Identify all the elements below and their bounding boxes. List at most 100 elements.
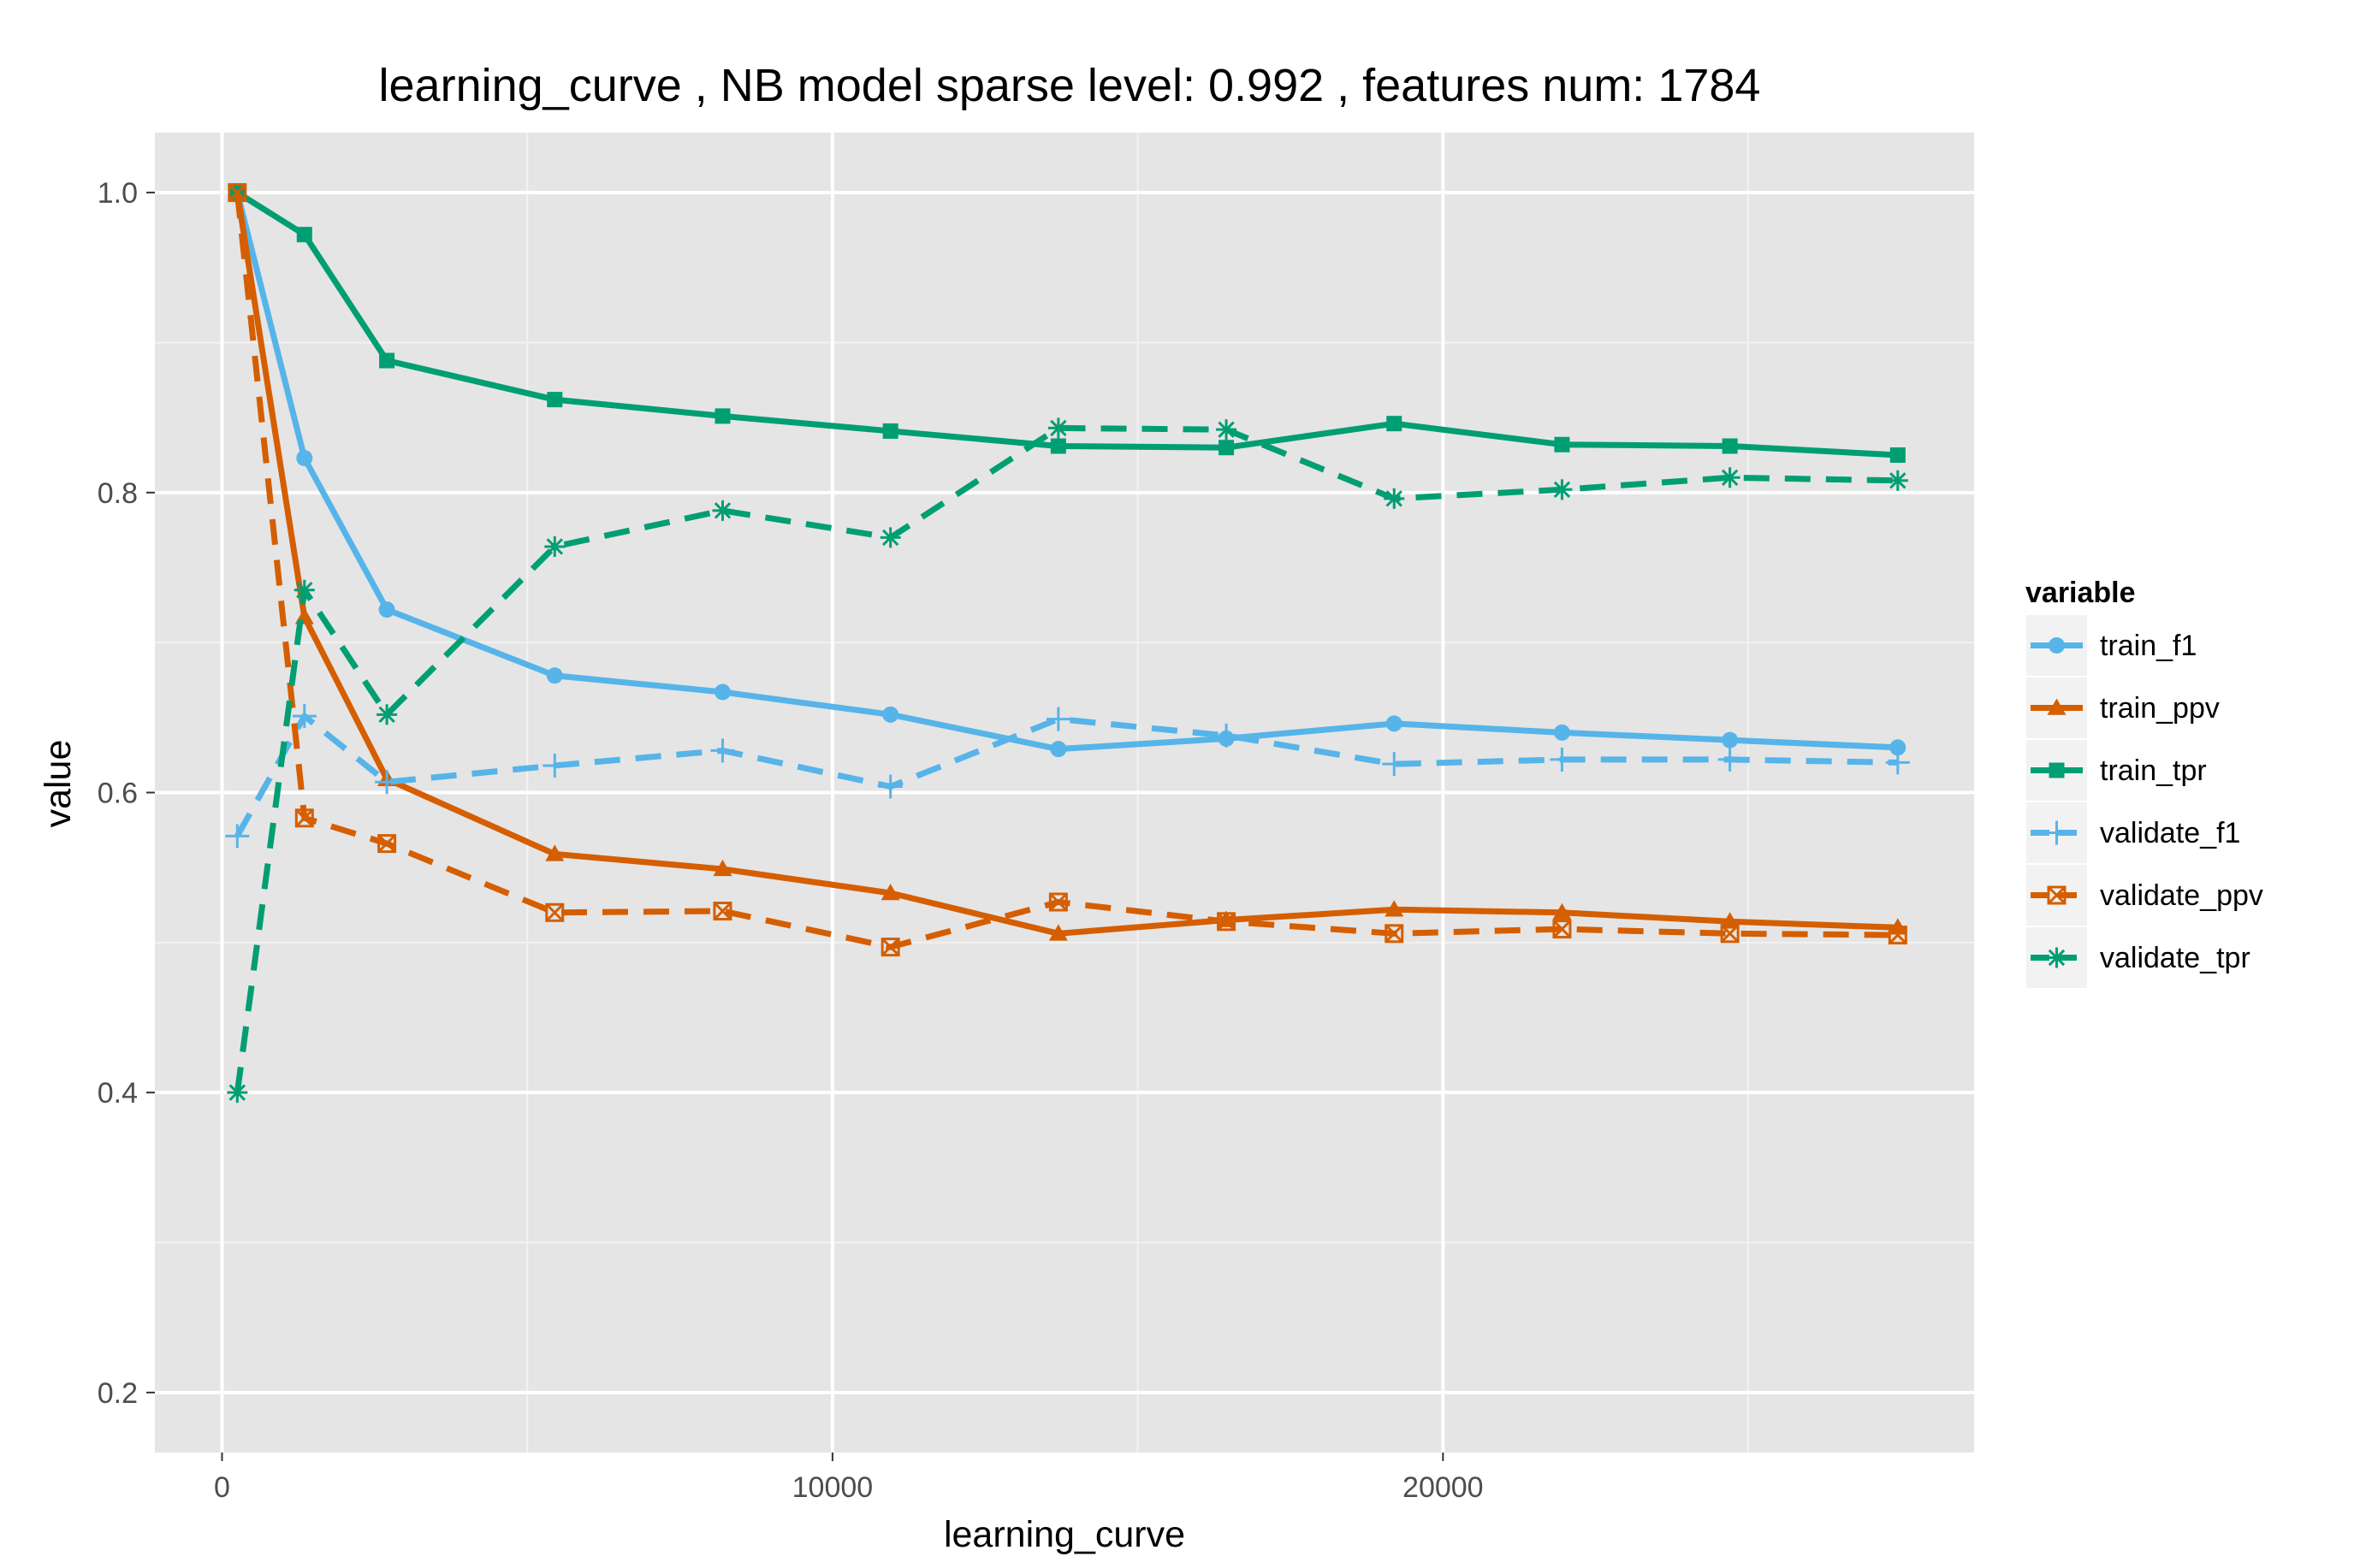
data-point-validate_ppv <box>1888 926 1907 945</box>
series-line-train_tpr <box>235 190 1899 459</box>
series-validate_ppv <box>228 183 1907 957</box>
legend-items: train_f1 train_ppv train_tpr validate_f1val… <box>2025 613 2263 990</box>
data-point-train_tpr <box>1219 440 1235 456</box>
legend-label: train_f1 <box>2100 630 2197 662</box>
data-point-train_tpr <box>1554 436 1570 453</box>
chart-title: learning_curve , NB model sparse level: … <box>379 60 1761 111</box>
legend-item-train_ppv: train_ppv <box>2025 676 2220 740</box>
data-point-validate_ppv <box>1720 924 1740 944</box>
data-point-train_tpr <box>1386 416 1402 432</box>
y-tick-label: 0.6 <box>98 778 138 810</box>
legend-key-marker <box>2044 820 2069 845</box>
data-point-validate_f1 <box>225 824 250 849</box>
data-point-validate_ppv <box>713 902 732 921</box>
series-line-validate_ppv <box>234 192 1898 950</box>
legend-label: validate_tpr <box>2100 942 2250 974</box>
y-axis-title: value <box>38 740 79 828</box>
data-point-validate_tpr <box>1887 470 1908 491</box>
data-point-validate_ppv <box>1217 912 1236 932</box>
data-point-validate_f1 <box>1885 750 1910 775</box>
data-point-train_f1 <box>882 706 899 723</box>
data-point-validate_tpr <box>1384 488 1405 509</box>
data-point-train_f1 <box>1553 724 1570 741</box>
data-point-validate_ppv <box>545 902 565 922</box>
data-point-validate_ppv <box>228 183 247 203</box>
legend-item-validate_ppv: validate_ppv <box>2025 863 2263 927</box>
legend-key-marker <box>2049 637 2065 654</box>
data-point-validate_tpr <box>712 500 733 521</box>
data-point-validate_f1 <box>710 738 735 763</box>
data-point-train_f1 <box>378 601 395 618</box>
data-point-validate_f1 <box>1382 752 1407 777</box>
legend: variable train_f1 train_ppv train_tprvalid… <box>2025 577 2263 990</box>
legend-key-marker <box>2049 762 2065 778</box>
legend-item-train_f1: train_f1 <box>2025 613 2197 677</box>
legend-item-train_tpr: train_tpr <box>2025 738 2207 802</box>
data-point-train_f1 <box>714 683 731 701</box>
data-point-validate_ppv <box>1385 924 1404 944</box>
data-point-train_f1 <box>296 449 313 466</box>
data-point-train_ppv <box>1048 924 1068 941</box>
data-point-validate_f1 <box>1717 747 1742 772</box>
data-point-validate_ppv <box>881 938 900 957</box>
data-point-train_ppv <box>1552 902 1572 920</box>
data-point-validate_f1 <box>1046 707 1070 731</box>
series-line-validate_tpr <box>234 424 1898 1093</box>
legend-label: train_ppv <box>2100 692 2220 725</box>
data-point-train_f1 <box>1385 715 1402 732</box>
data-point-train_f1 <box>1889 739 1906 756</box>
major-gridlines <box>155 133 1974 1453</box>
data-point-validate_ppv <box>294 808 314 828</box>
legend-key-marker <box>2046 947 2067 968</box>
x-axis-ticks: 0 10000 20000 <box>214 1453 1484 1504</box>
x-tick-label: 0 <box>214 1471 230 1504</box>
data-point-train_tpr <box>1050 438 1066 454</box>
data-point-validate_tpr <box>1551 479 1573 500</box>
data-point-validate_tpr <box>227 1082 248 1104</box>
legend-item-validate_tpr: validate_tpr <box>2025 926 2250 990</box>
y-tick-label: 0.8 <box>98 477 138 510</box>
x-tick-label: 10000 <box>792 1471 874 1504</box>
data-point-validate_f1 <box>375 770 400 795</box>
data-point-train_tpr <box>296 227 312 243</box>
data-point-train_tpr <box>882 423 898 439</box>
series-line-train_f1 <box>234 192 1898 753</box>
y-axis-ticks: 0.2 0.4 0.6 0.8 1.0 <box>98 177 155 1410</box>
data-point-train_tpr <box>715 408 731 424</box>
data-point-validate_f1 <box>878 774 903 799</box>
data-point-validate_tpr <box>1719 467 1740 488</box>
y-tick-label: 0.2 <box>98 1377 138 1410</box>
series-train_f1 <box>228 184 1906 758</box>
x-tick-label: 20000 <box>1402 1471 1484 1504</box>
data-point-train_ppv <box>545 844 565 861</box>
series-line-train_ppv <box>234 192 1898 937</box>
legend-label: train_tpr <box>2100 754 2207 787</box>
data-point-train_tpr <box>547 392 563 408</box>
data-point-validate_tpr <box>377 704 398 725</box>
legend-label: validate_f1 <box>2100 817 2240 849</box>
data-point-validate_f1 <box>1214 723 1239 748</box>
series-line-validate_f1 <box>234 713 1898 838</box>
legend-key-marker <box>2047 698 2066 715</box>
data-point-train_tpr <box>1889 447 1906 463</box>
data-point-train_f1 <box>1722 731 1739 748</box>
data-point-validate_tpr <box>294 579 315 601</box>
legend-label: validate_ppv <box>2100 879 2263 912</box>
y-tick-label: 0.4 <box>98 1077 138 1109</box>
series-validate_tpr <box>227 417 1908 1104</box>
legend-item-validate_f1: validate_f1 <box>2025 801 2240 865</box>
data-point-validate_tpr <box>880 527 901 548</box>
data-point-train_tpr <box>379 352 395 369</box>
data-point-train_f1 <box>546 667 563 684</box>
data-point-train_f1 <box>1050 741 1067 758</box>
series-validate_f1 <box>225 704 1910 849</box>
data-point-train_tpr <box>1722 438 1738 454</box>
x-axis-title: learning_curve <box>944 1514 1185 1555</box>
series-layer <box>225 183 1910 1104</box>
data-point-validate_tpr <box>544 535 566 557</box>
data-point-validate_ppv <box>1048 892 1068 912</box>
legend-title: variable <box>2025 577 2136 609</box>
data-point-train_ppv <box>881 883 900 901</box>
data-point-train_ppv <box>1385 900 1404 917</box>
